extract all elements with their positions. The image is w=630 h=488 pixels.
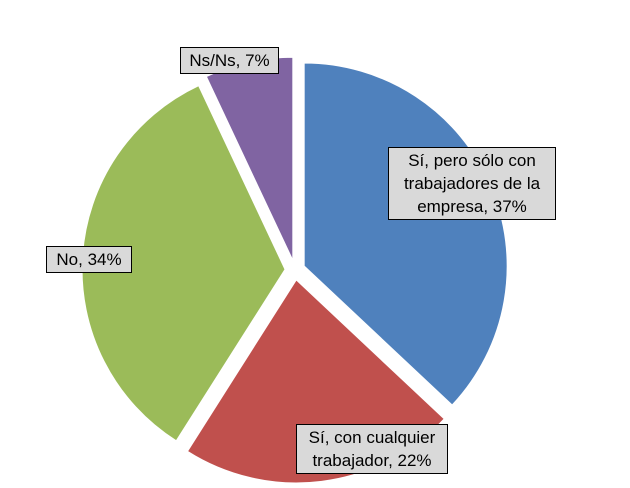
slice-label-ns-ns: Ns/Ns, 7% bbox=[180, 47, 279, 74]
slice-label-line: empresa, 37% bbox=[417, 197, 527, 216]
slice-label-no: No, 34% bbox=[46, 246, 132, 273]
slice-label-line: trabajador, 22% bbox=[312, 451, 432, 470]
slice-label-line: trabajadores de la bbox=[403, 174, 541, 193]
slice-label-line: Sí, con cualquier bbox=[308, 428, 436, 447]
slice-label-si-cualquier: Sí, con cualquier trabajador, 22% bbox=[296, 424, 448, 474]
slice-label-line: No, 34% bbox=[56, 250, 122, 269]
slice-label-si-solo-empresa: Sí, pero sólo con trabajadores de la emp… bbox=[388, 147, 556, 220]
slice-label-line: Sí, pero sólo con bbox=[408, 151, 536, 170]
slice-label-line: Ns/Ns, 7% bbox=[189, 51, 270, 70]
